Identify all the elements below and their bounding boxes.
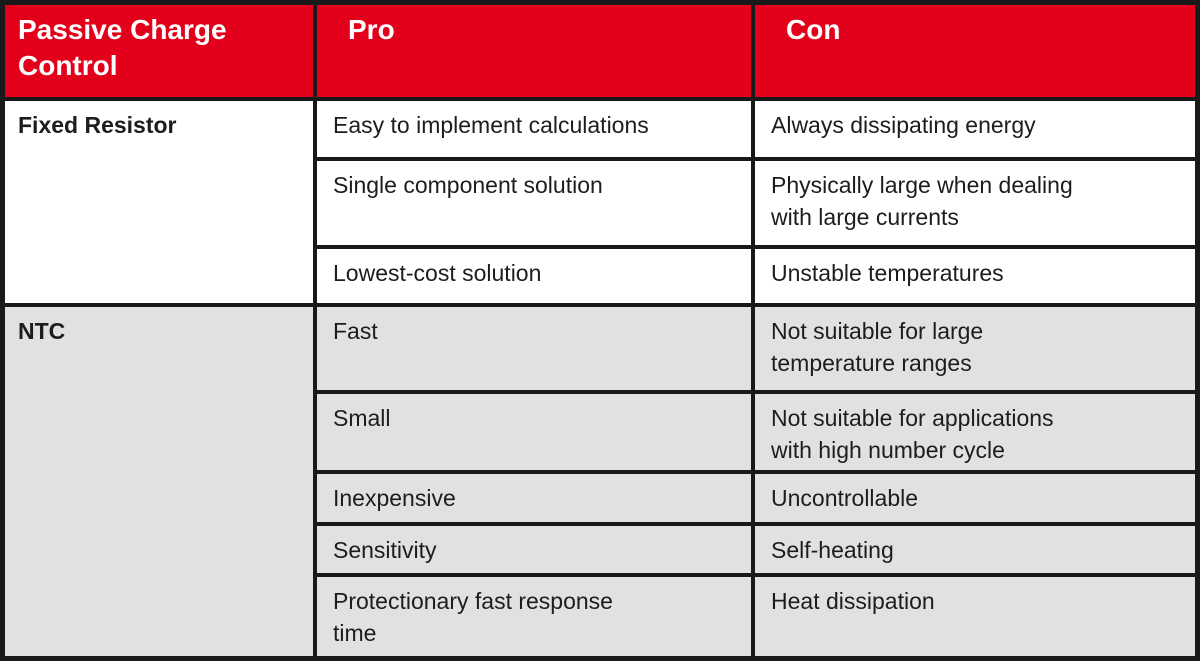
ntc-pro-cell-4: Sensitivity: [317, 526, 751, 573]
section-label-ntc: NTC: [5, 307, 313, 656]
fixed-resistor-pro-cell-2: Single component solution: [317, 161, 751, 245]
ntc-con-cell-3: Uncontrollable: [755, 474, 1195, 522]
table-title-header: Passive Charge Control: [5, 5, 313, 97]
fixed-resistor-pro-cell-1: Easy to implement calculations: [317, 101, 751, 157]
ntc-pro-cell-1: Fast: [317, 307, 751, 390]
fixed-resistor-con-cell-2: Physically large when dealing with large…: [755, 161, 1195, 245]
ntc-con-cell-1: Not suitable for large temperature range…: [755, 307, 1195, 390]
pro-column-header: Pro: [317, 5, 751, 97]
con-column-header: Con: [755, 5, 1195, 97]
ntc-pro-cell-3: Inexpensive: [317, 474, 751, 522]
ntc-con-cell-5: Heat dissipation: [755, 577, 1195, 656]
ntc-con-cell-2: Not suitable for applications with high …: [755, 394, 1195, 470]
fixed-resistor-con-cell-3: Unstable temperatures: [755, 249, 1195, 303]
ntc-pro-cell-5: Protectionary fast response time: [317, 577, 751, 656]
ntc-pro-cell-2: Small: [317, 394, 751, 470]
fixed-resistor-con-cell-1: Always dissipating energy: [755, 101, 1195, 157]
section-label-fixed-resistor: Fixed Resistor: [5, 101, 313, 303]
fixed-resistor-pro-cell-3: Lowest-cost solution: [317, 249, 751, 303]
ntc-con-cell-4: Self-heating: [755, 526, 1195, 573]
